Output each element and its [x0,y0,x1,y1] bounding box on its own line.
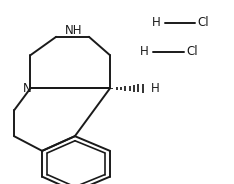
Text: H: H [140,45,149,58]
Text: Cl: Cl [186,45,198,58]
Text: NH: NH [65,24,82,37]
Text: Cl: Cl [198,17,209,29]
Text: H: H [152,17,160,29]
Text: H: H [151,82,160,95]
Text: N: N [22,82,31,95]
